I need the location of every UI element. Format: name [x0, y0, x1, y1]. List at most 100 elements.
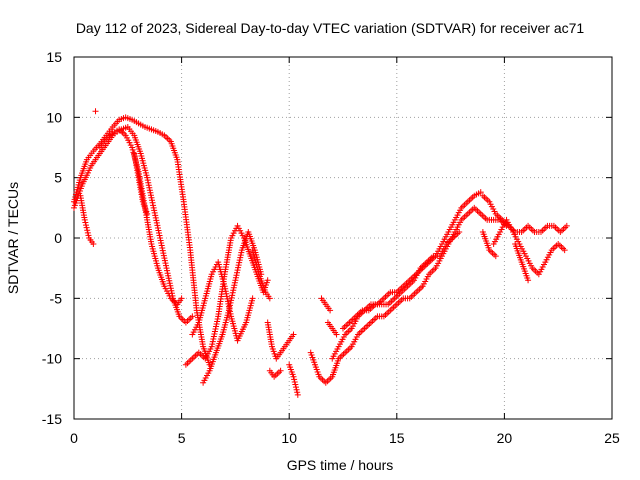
- data-point: [294, 391, 301, 398]
- data-point: [90, 241, 97, 248]
- data-point: [238, 249, 245, 256]
- data-point: [211, 331, 218, 338]
- data-point: [150, 204, 157, 211]
- data-point: [81, 216, 88, 223]
- data-point: [154, 224, 161, 231]
- data-point: [230, 287, 237, 294]
- data-point: [249, 295, 256, 302]
- data-point: [210, 333, 217, 340]
- data-point: [209, 338, 216, 345]
- series-trace-5: [131, 150, 151, 217]
- data-point: [145, 179, 152, 186]
- series-trace-4: [77, 192, 97, 248]
- data-point: [277, 367, 284, 374]
- series-trace-14: [340, 228, 463, 332]
- data-point: [264, 277, 271, 284]
- data-point: [163, 265, 170, 272]
- data-point: [292, 381, 299, 388]
- data-point: [231, 279, 238, 286]
- series-trace-7: [200, 228, 265, 386]
- data-point: [167, 285, 174, 292]
- series-trace-20: [92, 108, 99, 115]
- data-point: [290, 373, 297, 380]
- data-point: [234, 269, 241, 276]
- data-point: [146, 184, 153, 191]
- data-point: [149, 197, 156, 204]
- data-point: [156, 232, 163, 239]
- series-trace-18: [479, 228, 499, 260]
- series-trace-10: [264, 319, 297, 362]
- data-point: [166, 280, 173, 287]
- data-point: [149, 199, 156, 206]
- series-trace-12: [307, 204, 510, 386]
- series-trace-17: [490, 216, 568, 278]
- series-trace-21: [266, 367, 284, 380]
- data-point: [160, 252, 167, 259]
- data-point: [83, 224, 90, 231]
- data-point: [85, 232, 92, 239]
- data-point: [145, 182, 152, 189]
- data-point: [293, 386, 300, 393]
- data-point: [209, 341, 216, 348]
- data-point: [156, 229, 163, 236]
- data-point: [235, 264, 242, 271]
- data-point: [157, 235, 164, 241]
- y-tick-label: 0: [54, 230, 62, 246]
- data-point: [291, 376, 298, 383]
- grid-lines: [74, 57, 612, 419]
- series-trace-15: [324, 319, 340, 338]
- data-point: [147, 189, 154, 196]
- data-point: [178, 295, 185, 302]
- y-tick-label: -5: [50, 290, 63, 306]
- data-point: [236, 259, 243, 266]
- y-tick-label: -15: [42, 411, 62, 427]
- data-point: [153, 217, 160, 224]
- data-point: [235, 262, 242, 269]
- data-point: [228, 294, 235, 301]
- data-point: [165, 272, 172, 279]
- data-point: [148, 194, 155, 201]
- series-trace-3: [96, 126, 185, 308]
- data-point: [222, 288, 229, 295]
- data-point: [155, 227, 162, 234]
- data-point: [158, 242, 165, 249]
- data-point: [152, 214, 159, 221]
- data-point: [225, 300, 232, 307]
- y-tick-label: 5: [54, 170, 62, 186]
- data-point: [208, 343, 215, 350]
- data-point: [150, 202, 157, 209]
- data-point: [167, 282, 174, 289]
- data-point: [222, 285, 229, 292]
- series-trace-9: [249, 247, 273, 302]
- data-point: [229, 289, 236, 296]
- data-point: [477, 189, 484, 196]
- data-point: [232, 277, 239, 284]
- data-point: [561, 247, 568, 254]
- data-point: [294, 389, 301, 396]
- data-point: [266, 295, 273, 302]
- data-point: [230, 284, 237, 291]
- data-point: [229, 292, 236, 299]
- data-point: [292, 384, 299, 391]
- data-point: [327, 307, 334, 314]
- data-point: [228, 297, 235, 304]
- data-point: [151, 209, 158, 216]
- data-point: [157, 237, 164, 244]
- x-tick-label: 15: [389, 430, 405, 446]
- data-point: [290, 331, 297, 338]
- data-point: [237, 252, 244, 259]
- series-trace-11: [286, 361, 301, 398]
- data-point: [160, 250, 167, 257]
- data-point: [236, 257, 243, 264]
- data-point: [224, 298, 231, 305]
- data-point: [161, 257, 168, 264]
- data-point: [147, 192, 154, 199]
- data-point: [164, 267, 171, 274]
- x-tick-label: 0: [70, 430, 78, 446]
- y-tick-label: 15: [46, 49, 62, 65]
- data-point: [221, 283, 228, 290]
- data-point: [159, 245, 166, 252]
- data-point: [214, 318, 221, 325]
- data-point: [212, 326, 219, 333]
